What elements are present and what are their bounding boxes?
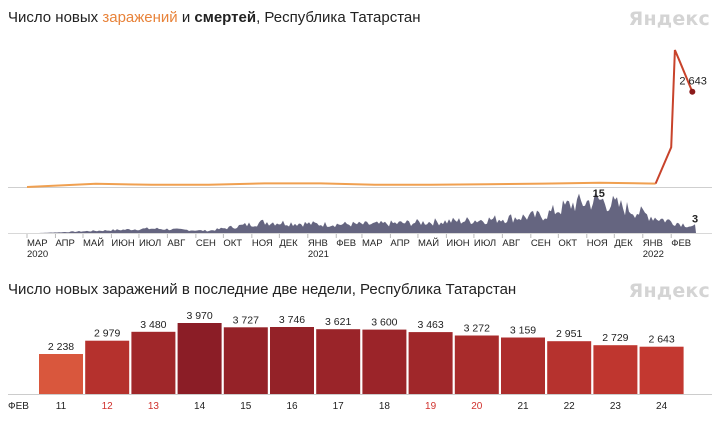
month-tick-label: МАР <box>362 238 383 249</box>
chart2-svg: 2 238 2 979 3 480 3 970 3 727 3 746 3 621 3 600… <box>8 310 712 412</box>
bar-value-label: 3 272 <box>464 323 490 335</box>
yandex-logo: Яндекс <box>628 8 710 30</box>
bar-value-label: 2 729 <box>602 332 628 344</box>
bar-value-label: 3 463 <box>417 319 443 331</box>
month-tick-label: ОКТ <box>223 238 242 249</box>
month-tick-label: СЕН <box>196 238 216 249</box>
year-tick-label: 2020 <box>27 249 48 260</box>
chart1-baseline <box>8 187 712 234</box>
bar-value-label: 2 951 <box>556 328 582 340</box>
year-tick-label: 2022 <box>643 249 664 260</box>
chart2-bars <box>39 323 684 394</box>
bar-21 <box>501 337 545 394</box>
chart1-month-axis: МАР АПР МАЙ ИЮН ИЮЛ АВГ СЕН ОКТ НОЯ ДЕК ЯНВ ФЕВ МАР А… <box>26 234 691 260</box>
infections-last-marker <box>689 88 696 95</box>
month-tick-label: НОЯ <box>587 238 608 249</box>
month-tick-label: АПР <box>55 238 74 249</box>
chart2-title: Число новых заражений в последние две не… <box>8 281 517 298</box>
chart1-title-part3: , Республика Татарстан <box>256 9 421 26</box>
month-tick-label: ОКТ <box>558 238 577 249</box>
chart1-title-infections: заражений <box>102 9 178 26</box>
chart2-tick-labels: 11 12 13 14 15 16 17 18 19 20 21 22 23 24 <box>56 401 668 412</box>
month-tick-label: ФЕВ <box>671 238 691 249</box>
bar-value-label: 3 480 <box>140 319 166 331</box>
chart1-svg: 2 643 15 3 МАР АПР МАЙ ИЮН ИЮЛ АВГ СЕН ОКТ НОЯ ДЕ… <box>8 49 712 260</box>
bar-20 <box>454 335 499 394</box>
bar-16 <box>270 327 314 394</box>
chart2-value-labels: 2 238 2 979 3 480 3 970 3 727 3 746 3 621 3 600… <box>48 310 675 353</box>
month-tick-label: АПР <box>390 238 409 249</box>
bar-17 <box>316 329 361 394</box>
bar-value-label: 2 238 <box>48 341 74 353</box>
bar-12 <box>85 340 130 394</box>
month-tick-label: ИЮН <box>111 238 134 249</box>
bar-value-label: 3 621 <box>325 316 351 328</box>
bar-24 <box>639 346 684 394</box>
bar-15 <box>223 327 268 394</box>
deaths-last-label: 3 <box>692 213 698 225</box>
bar-value-label: 3 600 <box>371 317 397 329</box>
month-tick-label: МАР <box>27 238 48 249</box>
chart1-title-deaths: смертей <box>194 9 257 26</box>
day-tick-label: 13 <box>148 401 160 412</box>
day-tick-label: 15 <box>240 401 252 412</box>
bar-19 <box>408 332 453 394</box>
month-tick-label: ДЕК <box>279 238 298 249</box>
infections-recent-line <box>654 49 694 184</box>
month-tick-label: МАЙ <box>418 237 439 249</box>
chart1-title: Число новых заражений и смертей, Республ… <box>8 9 421 26</box>
bar-11 <box>39 354 83 394</box>
chart1-title-part2: и <box>177 9 195 26</box>
month-tick-label: НОЯ <box>252 238 273 249</box>
chart2-month-label: ФЕВ <box>8 401 29 412</box>
month-tick-label: ФЕВ <box>336 238 356 249</box>
bar-18 <box>362 329 407 394</box>
day-tick-label: 14 <box>194 401 206 412</box>
day-tick-label: 20 <box>471 401 483 412</box>
month-tick-label: ИЮН <box>446 238 469 249</box>
month-tick-label: ИЮЛ <box>139 238 161 249</box>
day-tick-label: 24 <box>656 401 668 412</box>
bar-value-label: 3 746 <box>279 314 305 326</box>
day-tick-label: 21 <box>517 401 529 412</box>
bar-23 <box>593 345 638 394</box>
month-tick-label: АВГ <box>167 238 185 249</box>
month-tick-label: ЯНВ <box>643 238 663 249</box>
infections-last-label: 2 643 <box>679 76 707 88</box>
bar-value-label: 2 643 <box>648 334 674 346</box>
bar-14 <box>177 323 222 394</box>
month-tick-label: ДЕК <box>614 238 633 249</box>
day-tick-label: 16 <box>286 401 298 412</box>
deaths-area <box>27 193 696 233</box>
day-tick-label: 12 <box>102 401 114 412</box>
day-tick-label: 22 <box>564 401 576 412</box>
day-tick-label: 19 <box>425 401 437 412</box>
day-tick-label: 23 <box>610 401 622 412</box>
bar-13 <box>131 331 176 394</box>
yandex-logo-2: Яндекс <box>628 280 710 302</box>
year-tick-label: 2021 <box>308 249 329 260</box>
chart1-title-part1: Число новых <box>8 9 103 26</box>
infections-line <box>26 181 656 188</box>
bar-value-label: 3 970 <box>186 310 212 322</box>
deaths-peak-label: 15 <box>593 188 605 200</box>
day-tick-label: 17 <box>333 401 345 412</box>
month-tick-label: СЕН <box>531 238 551 249</box>
bar-22 <box>547 341 592 394</box>
bar-value-label: 3 159 <box>510 325 536 337</box>
day-tick-label: 18 <box>379 401 391 412</box>
month-tick-label: АВГ <box>502 238 520 249</box>
bar-value-label: 3 727 <box>233 314 259 326</box>
month-tick-label: МАЙ <box>83 237 104 249</box>
bar-value-label: 2 979 <box>94 328 120 340</box>
day-tick-label: 11 <box>56 401 67 412</box>
month-tick-label: ИЮЛ <box>474 238 496 249</box>
month-tick-label: ЯНВ <box>308 238 328 249</box>
